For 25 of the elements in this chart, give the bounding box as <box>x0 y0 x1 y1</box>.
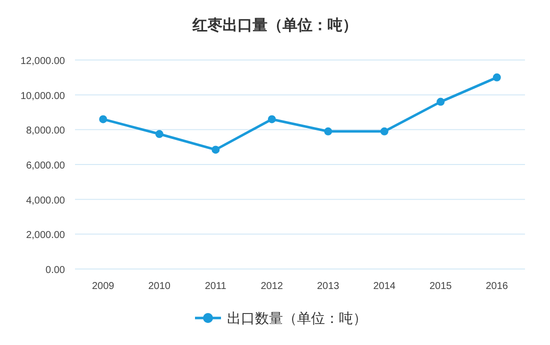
chart-title: 红枣出口量（单位：吨） <box>192 17 358 34</box>
y-tick-label: 6,000.00 <box>26 160 66 172</box>
y-tick-label: 4,000.00 <box>26 195 66 206</box>
x-tick-label: 2010 <box>148 281 171 292</box>
point <box>268 115 276 124</box>
y-tick-label: 8,000.00 <box>26 126 66 137</box>
x-tick-label: 2011 <box>204 281 227 292</box>
point <box>324 127 332 136</box>
point <box>436 98 445 106</box>
point <box>492 73 501 82</box>
legend-label: 出口数量（单位：吨） <box>227 310 367 326</box>
x-tick-label: 2015 <box>430 281 452 292</box>
point <box>380 127 388 136</box>
x-tick-label: 2012 <box>260 281 284 292</box>
x-tick-label: 2016 <box>486 281 508 292</box>
point <box>155 130 164 138</box>
point <box>212 146 220 154</box>
x-tick-label: 2013 <box>317 281 340 292</box>
y-tick-label: 10,000.00 <box>20 90 66 102</box>
point <box>99 115 108 124</box>
y-tick-label: 0.00 <box>46 265 66 276</box>
x-tick-label: 2009 <box>92 281 115 292</box>
y-tick-label: 12,000.00 <box>20 56 66 67</box>
y-tick-label: 2,000.00 <box>26 230 66 242</box>
x-tick-label: 2014 <box>373 281 396 292</box>
